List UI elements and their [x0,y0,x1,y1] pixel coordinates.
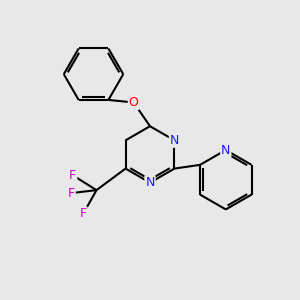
Text: O: O [129,96,139,109]
Text: N: N [145,176,155,189]
Text: F: F [68,187,75,200]
Text: N: N [170,134,179,147]
Text: N: N [221,143,230,157]
Text: F: F [69,169,76,182]
Text: F: F [80,207,87,220]
